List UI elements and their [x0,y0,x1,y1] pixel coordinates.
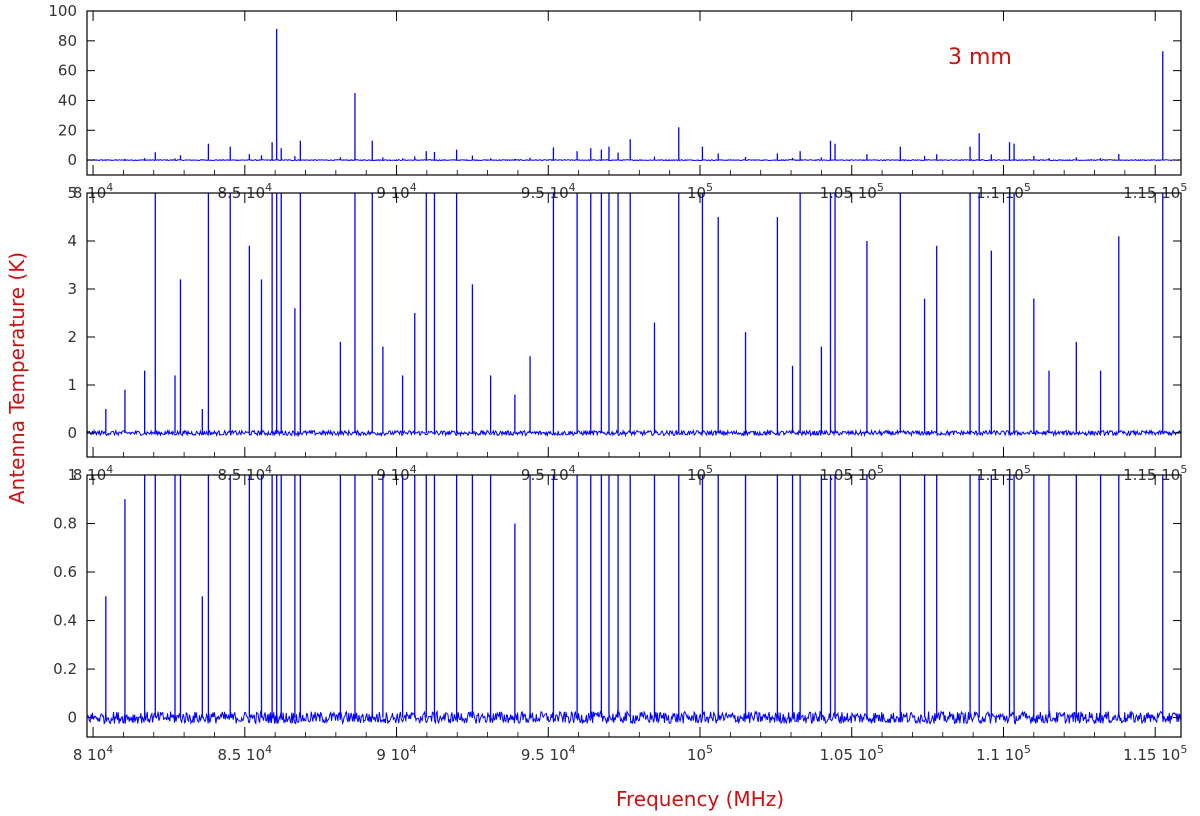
spectrum-baseline-full-scale [87,158,1181,162]
x-tick-label: 1.15 105 [1123,743,1187,764]
y-tick-label: 0 [67,424,77,442]
spectrum-baseline-zoom-5K [87,428,1181,438]
x-tick-label: 1.05 105 [820,743,884,764]
panel-frame [86,192,1182,458]
panel-frame [86,10,1182,176]
y-axis-title: Antenna Temperature (K) [5,252,29,504]
x-tick-label: 105 [687,743,713,764]
y-tick-label: 0.8 [53,515,77,533]
x-tick-label: 9.5 104 [521,743,576,764]
y-tick-label: 4 [67,232,77,250]
y-tick-label: 80 [58,32,77,50]
y-tick-label: 3 [67,280,77,298]
y-tick-label: 1 [67,376,77,394]
band-annotation: 3 mm [948,45,1012,70]
panel-frame [86,474,1182,738]
y-tick-label: 0 [67,709,77,727]
panel-zoom-1K: 0 0.2 0.4 0.6 0.8 1 8 104 8.5 104 9 104 9.5 104 10… [53,466,1187,764]
x-axis-title: Frequency (MHz) [616,787,784,811]
y-tick-label: 40 [58,91,77,109]
y-tick-label: 0.2 [53,660,77,678]
x-tick-label: 8 104 [73,743,113,764]
y-tick-label: 1 [67,466,77,484]
y-tick-label: 0.4 [53,612,77,630]
x-tick-label: 1.1 105 [976,743,1031,764]
y-tick-label: 0.6 [53,563,77,581]
y-tick-label: 60 [58,62,77,80]
y-tick-label: 5 [67,184,77,202]
spectrum-baseline-zoom-1K [87,709,1181,725]
y-tick-label: 0 [67,151,77,169]
y-tick-label: 100 [48,2,77,20]
x-tick-label: 9 104 [376,743,416,764]
y-tick-label: 20 [58,121,77,139]
x-tick-label: 8.5 104 [217,743,272,764]
y-tick-label: 2 [67,328,77,346]
